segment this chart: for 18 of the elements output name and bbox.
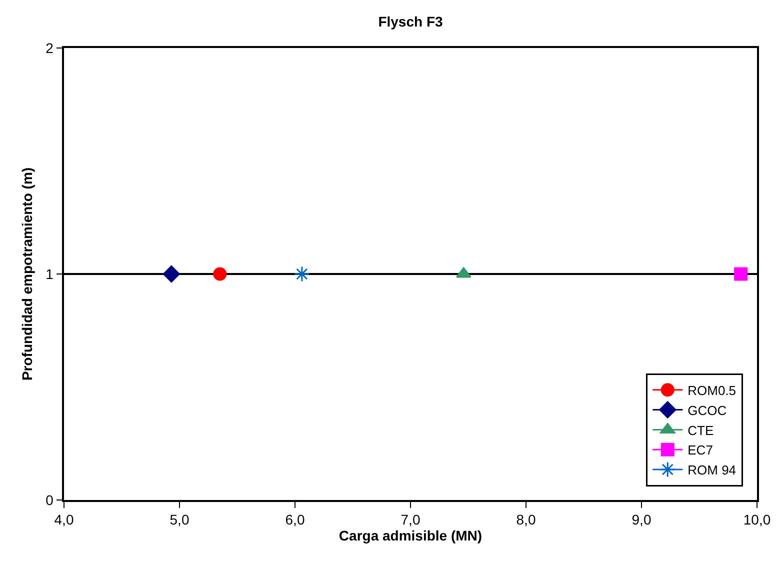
x-tick-label: 5,0 bbox=[170, 512, 190, 528]
x-tick-label: 4,0 bbox=[54, 512, 74, 528]
x-tick-label: 9,0 bbox=[632, 512, 652, 528]
x-axis-title: Carga admisible (MN) bbox=[338, 528, 482, 544]
legend-label: CTE bbox=[688, 422, 714, 438]
legend-label: ROM 94 bbox=[688, 462, 736, 478]
chart-title: Flysch F3 bbox=[378, 14, 443, 30]
x-tick-label: 6,0 bbox=[285, 512, 305, 528]
y-tick-label: 2 bbox=[46, 40, 54, 56]
x-tick-label: 7,0 bbox=[400, 512, 420, 528]
legend-label: ROM0.5 bbox=[688, 382, 736, 398]
y-tick-label: 0 bbox=[46, 492, 54, 508]
x-tick-label: 10,0 bbox=[743, 512, 771, 528]
y-axis-title: Profundidad empotramiento (m) bbox=[18, 167, 35, 381]
legend-label: EC7 bbox=[688, 442, 713, 458]
y-tick-label: 1 bbox=[46, 266, 54, 282]
legend-label: GCOC bbox=[688, 402, 727, 418]
x-tick-label: 8,0 bbox=[516, 512, 536, 528]
